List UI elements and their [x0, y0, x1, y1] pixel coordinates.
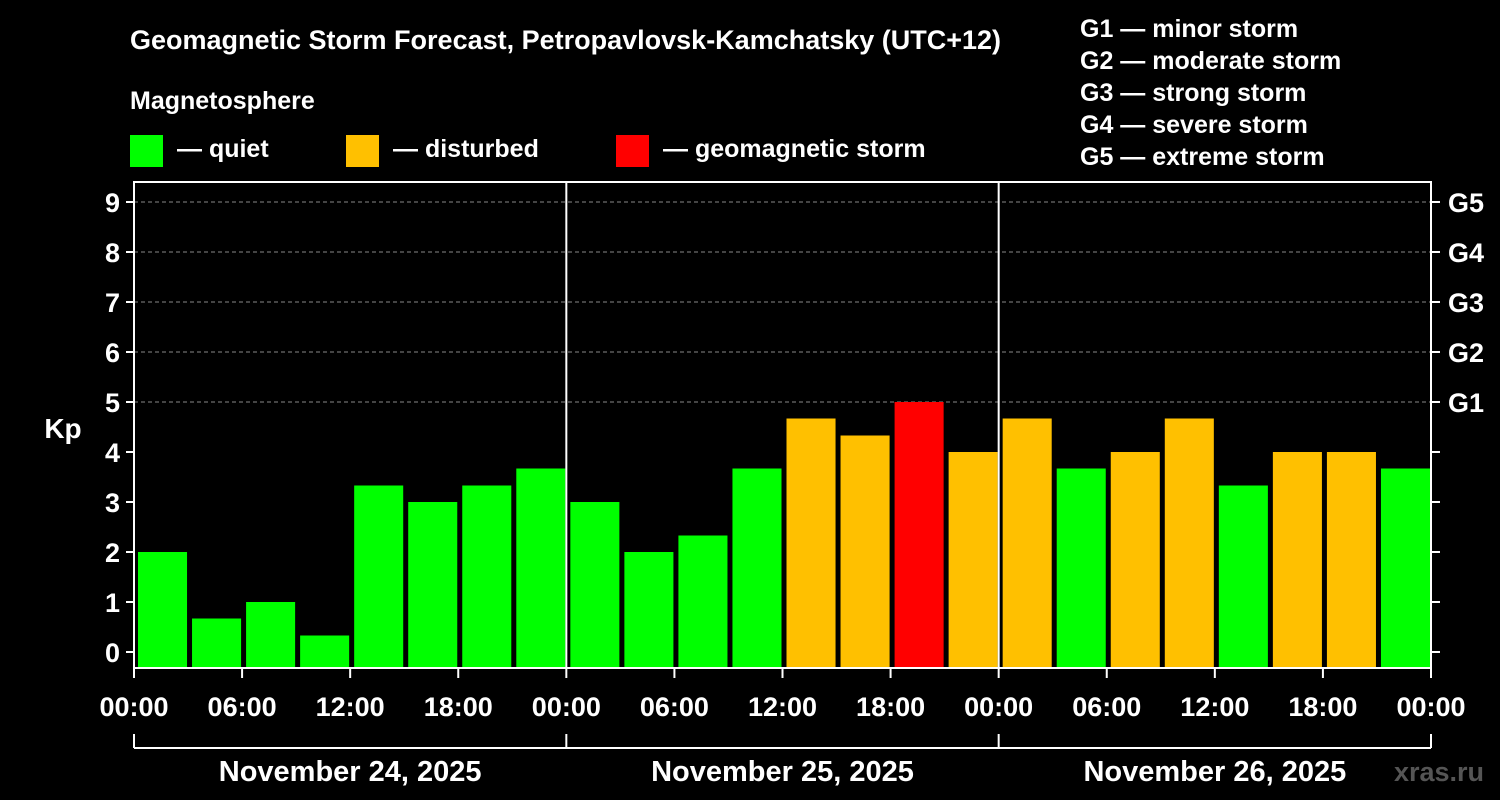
kp-bar [570, 502, 620, 668]
kp-bar [786, 418, 836, 668]
kp-bar [948, 452, 998, 668]
y-axis-label: Kp [44, 413, 81, 444]
y-tick-label: 4 [105, 438, 120, 468]
chart-title: Geomagnetic Storm Forecast, Petropavlovs… [130, 25, 1001, 55]
y-tick-label: 7 [105, 288, 120, 318]
legend-swatch-disturbed [346, 135, 379, 167]
x-tick-label: 18:00 [1288, 692, 1357, 722]
plot-area: 0 1 2 3 4 5 6 7 8 9 G1 G2 G3 G4 G5 00:00 06:00 12:00 18:00… [99, 181, 1484, 788]
kp-bar [1218, 485, 1268, 668]
kp-bar [1110, 452, 1160, 668]
day-label: November 26, 2025 [1083, 756, 1346, 788]
x-tick-label: 12:00 [1180, 692, 1249, 722]
y-tick-label: 2 [105, 538, 120, 568]
x-tick-label: 06:00 [1072, 692, 1141, 722]
kp-bar [354, 485, 404, 668]
g-scale-label: G2 [1448, 338, 1484, 368]
kp-bar [894, 402, 944, 668]
y-tick-label: 3 [105, 488, 120, 518]
kp-bar [732, 468, 782, 668]
y-tick-label: 0 [105, 638, 120, 668]
y-tick-label: 5 [105, 388, 120, 418]
kp-bar [300, 635, 350, 668]
g-scale-label: G5 [1448, 188, 1484, 218]
kp-bar [138, 552, 188, 668]
legend-label-quiet: — quiet [177, 135, 269, 163]
x-tick-label: 18:00 [856, 692, 925, 722]
legend-swatch-quiet [130, 135, 163, 167]
scale-g2: G2 — moderate storm [1080, 47, 1341, 75]
kp-bar [516, 468, 566, 668]
kp-bar [1164, 418, 1214, 668]
scale-g5: G5 — extreme storm [1080, 143, 1325, 171]
x-tick-label: 06:00 [640, 692, 709, 722]
day-label: November 24, 2025 [219, 756, 482, 788]
kp-bar [1380, 468, 1430, 668]
x-tick-label: 00:00 [532, 692, 601, 722]
y-tick-label: 8 [105, 238, 120, 268]
y-tick-label: 6 [105, 338, 120, 368]
x-tick-label: 12:00 [748, 692, 817, 722]
legend-label-disturbed: — disturbed [393, 135, 539, 163]
kp-bar [840, 435, 890, 668]
kp-bar [678, 535, 728, 668]
kp-bar [192, 618, 242, 668]
y-tick-label: 9 [105, 188, 120, 218]
x-tick-label: 00:00 [99, 692, 168, 722]
g-scale-label: G3 [1448, 288, 1484, 318]
x-tick-label: 00:00 [964, 692, 1033, 722]
g-scale-label: G1 [1448, 388, 1484, 418]
x-tick-label: 18:00 [424, 692, 493, 722]
legend-heading: Magnetosphere [130, 87, 315, 115]
kp-bar [624, 552, 674, 668]
x-tick-label: 12:00 [316, 692, 385, 722]
storm-scale-legend: G1 — minor storm G2 — moderate storm G3 … [1080, 15, 1341, 171]
kp-bar [1056, 468, 1106, 668]
x-tick-label: 06:00 [208, 692, 277, 722]
y-tick-label: 1 [105, 588, 120, 618]
scale-g1: G1 — minor storm [1080, 15, 1298, 43]
day-label: November 25, 2025 [651, 756, 914, 788]
kp-bar [1326, 452, 1376, 668]
scale-g4: G4 — severe storm [1080, 111, 1308, 139]
legend: — quiet — disturbed — geomagnetic storm [130, 135, 926, 167]
kp-bar [408, 502, 458, 668]
kp-bar [246, 602, 296, 668]
g-scale-label: G4 [1448, 238, 1484, 268]
legend-swatch-storm [616, 135, 649, 167]
legend-label-storm: — geomagnetic storm [663, 135, 926, 163]
scale-g3: G3 — strong storm [1080, 79, 1306, 107]
kp-bar [1002, 418, 1052, 668]
watermark: xras.ru [1394, 757, 1484, 787]
x-tick-label: 00:00 [1396, 692, 1465, 722]
kp-bar [462, 485, 512, 668]
kp-bar [1272, 452, 1322, 668]
